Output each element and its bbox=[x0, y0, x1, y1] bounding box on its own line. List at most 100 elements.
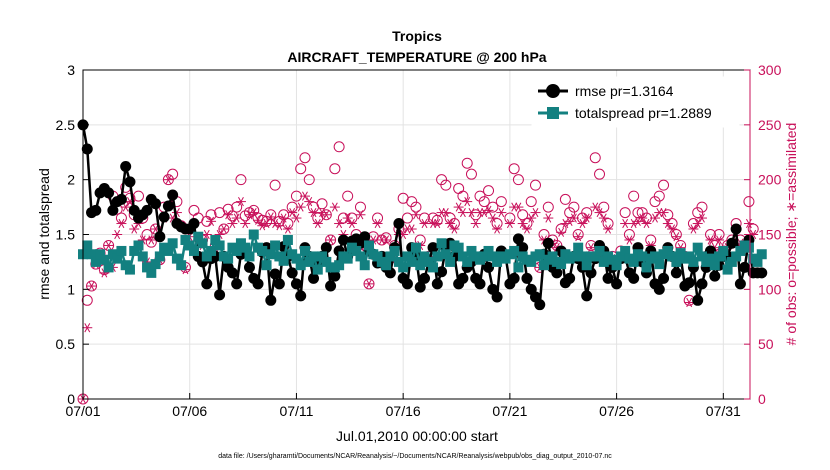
totalspread-point bbox=[364, 240, 375, 251]
obs-possible-point bbox=[512, 174, 524, 186]
totalspread-point bbox=[197, 238, 208, 249]
obs-assimilated-point bbox=[603, 224, 614, 234]
totalspread-point bbox=[590, 251, 601, 262]
totalspread-point bbox=[308, 251, 319, 262]
obs-possible-point bbox=[653, 190, 665, 202]
rmse-point bbox=[103, 187, 115, 199]
obs-assimilated-point bbox=[492, 224, 503, 234]
x-tick-label: 07/16 bbox=[386, 403, 421, 419]
totalspread-point bbox=[180, 234, 191, 245]
left-tick-label: 2 bbox=[67, 172, 75, 188]
obs-assimilated-point bbox=[295, 202, 306, 212]
rmse-point bbox=[683, 277, 695, 289]
totalspread-point bbox=[265, 249, 276, 260]
totalspread-point bbox=[103, 262, 114, 273]
totalspread-point bbox=[137, 251, 148, 262]
obs-assimilated-point bbox=[637, 213, 648, 223]
totalspread-point bbox=[650, 251, 661, 262]
obs-assimilated-point bbox=[658, 207, 669, 218]
obs-assimilated-point bbox=[496, 207, 507, 218]
obs-assimilated-point bbox=[86, 281, 97, 291]
totalspread-point bbox=[248, 229, 259, 240]
rmse-point bbox=[226, 267, 238, 279]
totalspread-point bbox=[355, 251, 366, 262]
totalspread-point bbox=[684, 251, 695, 262]
rmse-point bbox=[243, 261, 255, 273]
obs-assimilated-point bbox=[334, 218, 345, 229]
totalspread-point bbox=[457, 251, 468, 262]
rmse-point bbox=[709, 270, 721, 282]
obs-possible-point bbox=[658, 179, 670, 191]
obs-assimilated-point bbox=[590, 202, 601, 212]
rmse-point bbox=[231, 278, 243, 290]
totalspread-point bbox=[637, 251, 648, 262]
rmse-point bbox=[308, 272, 320, 284]
totalspread-point bbox=[423, 256, 434, 267]
totalspread-point bbox=[154, 251, 165, 262]
totalspread-point bbox=[675, 248, 686, 259]
rmse-point bbox=[521, 272, 533, 284]
rmse-point bbox=[739, 261, 751, 273]
rmse-point bbox=[265, 294, 277, 306]
obs-assimilated-point bbox=[624, 235, 635, 245]
totalspread-point bbox=[598, 256, 609, 267]
obs-possible-point bbox=[628, 190, 640, 202]
totalspread-point bbox=[466, 245, 477, 256]
totalspread-point bbox=[556, 259, 567, 270]
obs-assimilated-point bbox=[641, 218, 652, 229]
obs-assimilated-point bbox=[483, 205, 494, 215]
totalspread-point bbox=[483, 245, 494, 256]
obs-possible-point bbox=[517, 209, 529, 221]
obs-assimilated-point bbox=[688, 224, 699, 234]
left-tick-label: 2.5 bbox=[56, 117, 76, 133]
totalspread-point bbox=[90, 256, 101, 267]
totalspread-point bbox=[752, 256, 763, 267]
y-axis-label-left: rmse and totalspread bbox=[36, 168, 52, 300]
obs-assimilated-point bbox=[530, 207, 541, 218]
obs-possible-point bbox=[474, 190, 486, 202]
obs-assimilated-point bbox=[526, 213, 537, 223]
rmse-point bbox=[491, 291, 503, 303]
obs-assimilated-point bbox=[206, 216, 217, 226]
rmse-point bbox=[120, 161, 132, 173]
rmse-point bbox=[564, 272, 576, 284]
obs-assimilated-point bbox=[253, 215, 264, 225]
totalspread-point bbox=[171, 253, 182, 264]
x-tick-label: 07/21 bbox=[492, 403, 527, 419]
series-layer bbox=[77, 119, 768, 405]
rmse-point bbox=[734, 278, 746, 290]
totalspread-point bbox=[321, 256, 332, 267]
totalspread-point bbox=[214, 240, 225, 251]
right-tick-label: 100 bbox=[758, 281, 782, 297]
obs-assimilated-point bbox=[743, 218, 754, 229]
totalspread-point bbox=[671, 256, 682, 267]
totalspread-point bbox=[735, 245, 746, 256]
right-tick-label: 250 bbox=[758, 117, 782, 133]
rmse-point bbox=[115, 193, 127, 205]
obs-assimilated-point bbox=[487, 213, 498, 223]
rmse-point bbox=[154, 231, 166, 243]
obs-assimilated-point bbox=[419, 218, 430, 229]
obs-possible-point bbox=[329, 163, 341, 175]
rmse-point bbox=[273, 278, 285, 290]
totalspread-point bbox=[99, 254, 110, 265]
obs-assimilated-point bbox=[556, 227, 567, 237]
totalspread-point bbox=[539, 260, 550, 271]
legend-spread-marker bbox=[547, 107, 559, 119]
obs-assimilated-point bbox=[543, 213, 554, 223]
totalspread-point bbox=[176, 260, 187, 271]
rmse-point bbox=[517, 242, 529, 254]
totalspread-point bbox=[124, 264, 135, 275]
obs-possible-point bbox=[265, 209, 277, 221]
obs-possible-point bbox=[299, 152, 311, 164]
x-axis-label: Jul.01,2010 00:00:00 start bbox=[336, 428, 498, 444]
obs-assimilated-point bbox=[291, 213, 302, 223]
totalspread-point bbox=[231, 245, 242, 256]
obs-assimilated-point bbox=[287, 207, 298, 218]
rmse-point bbox=[730, 223, 742, 235]
obs-assimilated-point bbox=[517, 218, 528, 229]
obs-possible-point bbox=[410, 201, 422, 213]
obs-possible-point bbox=[696, 201, 708, 213]
obs-possible-point bbox=[269, 179, 281, 191]
